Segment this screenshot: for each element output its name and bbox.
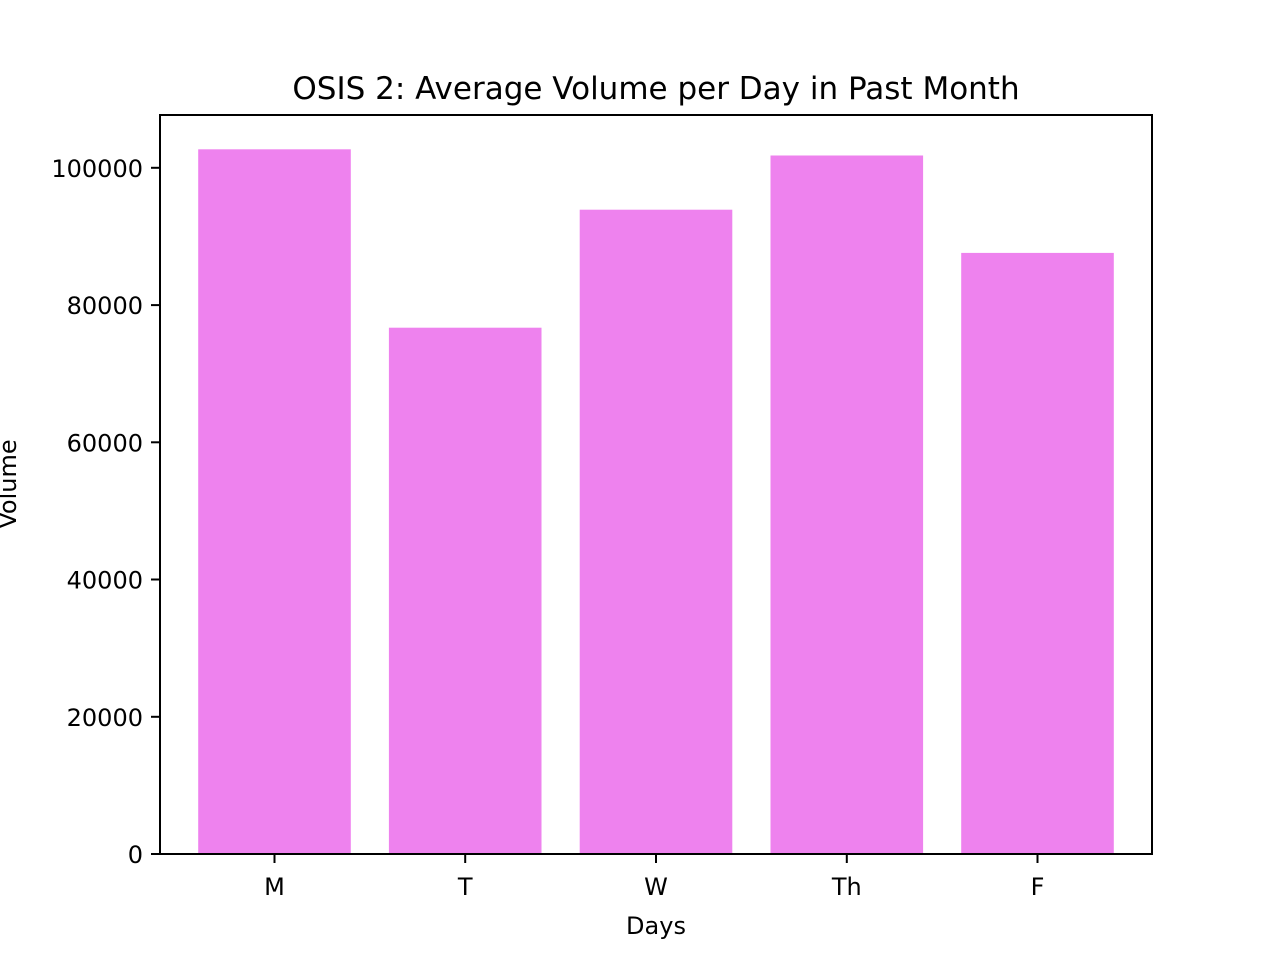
bars-layer <box>198 149 1114 855</box>
x-tick-label: F <box>1031 873 1045 901</box>
chart-title: OSIS 2: Average Volume per Day in Past M… <box>292 71 1019 107</box>
y-tick-label: 40000 <box>67 567 143 595</box>
x-axis-label: Days <box>626 912 686 940</box>
x-tick-label: W <box>644 873 668 901</box>
y-tick-label: 80000 <box>67 292 143 320</box>
bar-f <box>961 252 1114 854</box>
y-tick-label: 60000 <box>67 429 143 457</box>
y-tick-label: 0 <box>128 841 143 869</box>
y-axis-label: Volume <box>0 439 22 528</box>
x-tick-label: T <box>457 873 473 901</box>
bar-w <box>579 209 733 854</box>
y-tick-label: 100000 <box>51 155 143 183</box>
y-tick-label: 20000 <box>67 704 143 732</box>
x-tick-label: Th <box>831 873 862 901</box>
bar-th <box>770 155 924 854</box>
y-axis-ticks: 0 20000 40000 60000 80000 100000 <box>51 155 160 869</box>
bar-m <box>198 149 351 855</box>
x-axis-ticks: M T W Th F <box>264 854 1044 901</box>
x-tick-label: M <box>264 873 285 901</box>
bar-t <box>388 327 542 854</box>
